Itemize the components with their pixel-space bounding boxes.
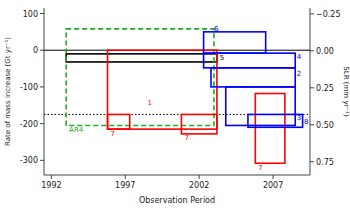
axes: 1992 1997 2002 2007 100 0 -100 -200 -300 −0.25 0.0… bbox=[20, 8, 341, 190]
range-box bbox=[108, 50, 217, 129]
y2-tick bbox=[310, 13, 314, 14]
x-tick-label: 1997 bbox=[115, 181, 135, 190]
y-tick bbox=[40, 13, 44, 14]
box-label: 5 bbox=[220, 54, 224, 62]
y-axis-title: Rate of mass increase (Gt yr⁻¹) bbox=[4, 37, 12, 146]
y2-tick-label: 0.75 bbox=[316, 158, 334, 167]
x-axis-line bbox=[44, 175, 310, 176]
range-box bbox=[181, 114, 216, 133]
x-tick-label: 2002 bbox=[189, 181, 209, 190]
box-label: 6 bbox=[214, 25, 219, 33]
y2-tick bbox=[310, 161, 314, 162]
range-box bbox=[204, 53, 296, 68]
y2-tick-label: −0.25 bbox=[316, 10, 341, 19]
box-label: AR4 bbox=[69, 126, 84, 134]
y2-tick bbox=[310, 124, 314, 125]
x-tick bbox=[51, 175, 52, 179]
y2-tick bbox=[310, 50, 314, 51]
x-tick bbox=[199, 175, 200, 179]
y2-axis-title: SLR (mm yr⁻¹) bbox=[342, 66, 350, 117]
box-label: 7 bbox=[111, 130, 115, 138]
x-axis-title: Observation Period bbox=[139, 196, 215, 205]
range-box bbox=[108, 114, 130, 129]
y2-tick-label: 0.00 bbox=[316, 47, 334, 56]
y-tick-label: 100 bbox=[23, 10, 38, 19]
y-tick-label: 0 bbox=[33, 46, 38, 55]
y-axis-line bbox=[44, 8, 45, 175]
y-tick-label: -300 bbox=[20, 156, 38, 165]
range-box bbox=[255, 94, 285, 164]
y2-tick-label: 0.50 bbox=[316, 121, 334, 130]
y2-axis-line bbox=[310, 8, 311, 175]
box-label: 7 bbox=[184, 134, 188, 142]
range-box bbox=[66, 29, 214, 126]
y-tick bbox=[40, 86, 44, 87]
x-tick-label: 1992 bbox=[41, 181, 61, 190]
range-box bbox=[211, 68, 295, 87]
range-box bbox=[226, 87, 295, 126]
y2-tick-label: 0.25 bbox=[316, 84, 334, 93]
y-tick bbox=[40, 50, 44, 51]
y-tick bbox=[40, 123, 44, 124]
box-labels: 5 AR4 1 7 7 7 6 4 2 38 bbox=[69, 25, 308, 172]
x-tick-label: 2007 bbox=[263, 181, 283, 190]
box-label: 8 bbox=[304, 118, 308, 126]
x-tick bbox=[273, 175, 274, 179]
box-label: 4 bbox=[297, 53, 302, 61]
y-tick-label: -100 bbox=[20, 83, 38, 92]
y-tick bbox=[40, 160, 44, 161]
range-box bbox=[66, 54, 217, 62]
box-label: 7 bbox=[258, 164, 262, 172]
range-box bbox=[204, 32, 266, 53]
box-label: 1 bbox=[147, 99, 151, 107]
plot-area bbox=[44, 29, 310, 163]
chart: 1992 1997 2002 2007 100 0 -100 -200 -300 −0.25 0.0… bbox=[0, 0, 350, 209]
box-label: 2 bbox=[297, 70, 301, 78]
x-tick bbox=[125, 175, 126, 179]
y-tick-label: -200 bbox=[20, 120, 38, 129]
y2-tick bbox=[310, 87, 314, 88]
range-box bbox=[248, 114, 303, 127]
box-label: 3 bbox=[297, 114, 301, 122]
